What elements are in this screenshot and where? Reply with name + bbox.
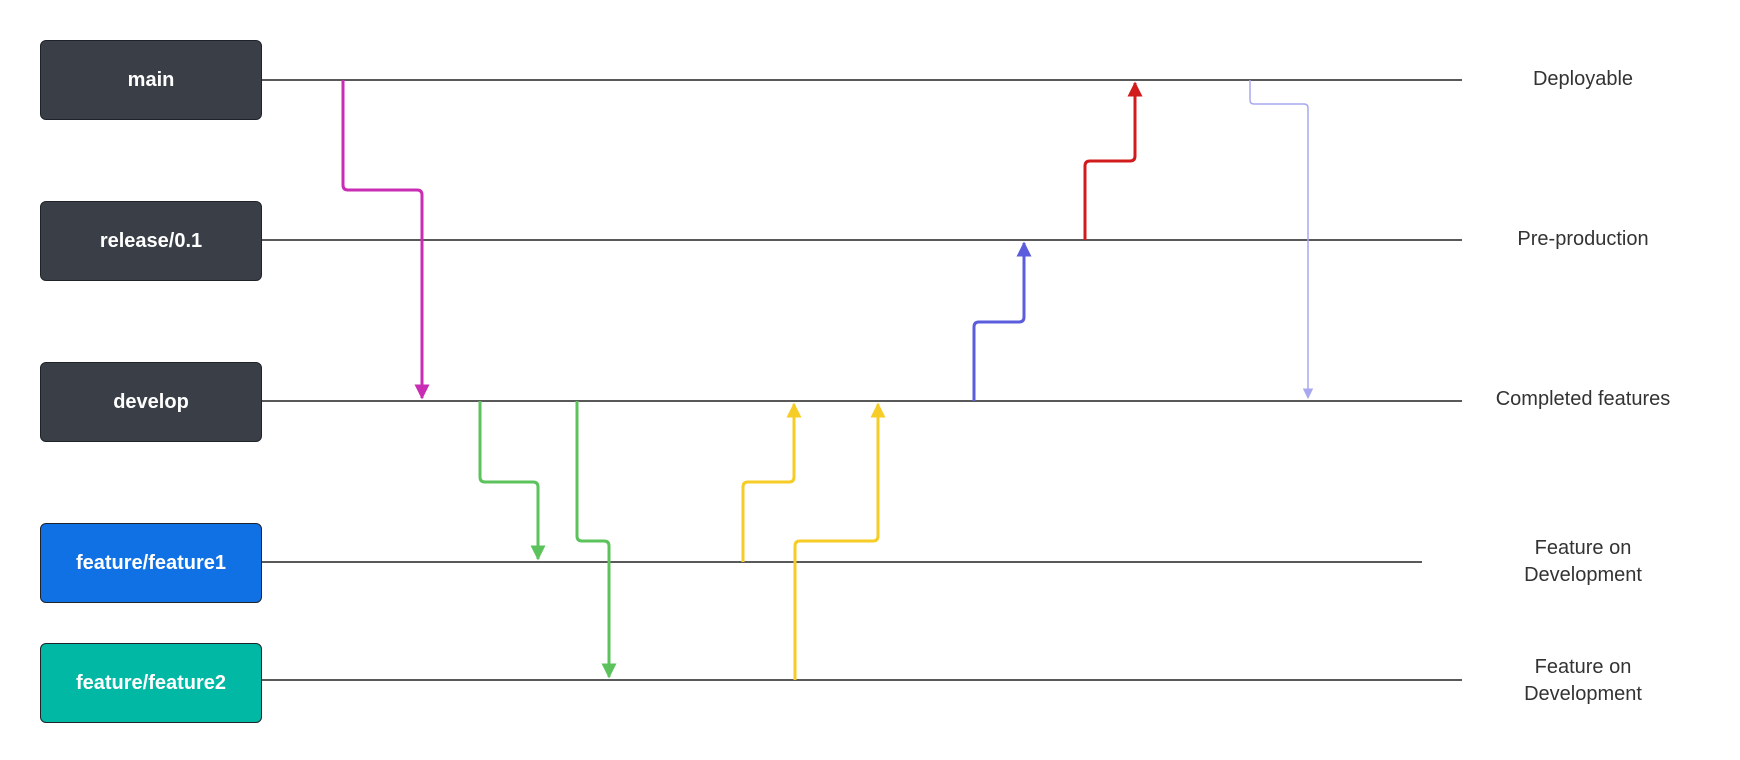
arrow-main-to-develop [341, 80, 430, 400]
branch-label-main: main [127, 68, 175, 91]
stage-label-develop: Completed features [1495, 388, 1671, 410]
arrow-develop-to-feature2 [575, 401, 617, 679]
branch-label-release: release/0.1 [99, 229, 203, 252]
stage-label-main: Deployable [1532, 68, 1634, 90]
arrow-develop-to-release [972, 241, 1032, 401]
stage-label-feature2: Feature on Development [1524, 656, 1642, 705]
branch-box-main: main [40, 40, 262, 120]
branch-box-feature2: feature/feature2 [40, 643, 262, 723]
stage-label-feature1: Feature on Development [1524, 537, 1642, 586]
branch-label-feature2: feature/feature2 [75, 671, 227, 694]
arrow-main-to-develop-back [1249, 80, 1314, 400]
arrow-feature1-to-develop [741, 402, 802, 562]
branch-box-feature1: feature/feature1 [40, 523, 262, 603]
branch-label-develop: develop [113, 390, 189, 413]
arrow-release-to-main [1083, 81, 1143, 240]
stage-label-release: Pre-production [1517, 228, 1649, 250]
branch-box-develop: develop [40, 362, 262, 442]
branch-box-release: release/0.1 [40, 201, 262, 281]
branch-label-feature1: feature/feature1 [75, 551, 227, 574]
arrow-feature2-to-develop [793, 402, 886, 680]
arrow-develop-to-feature1 [478, 401, 546, 561]
